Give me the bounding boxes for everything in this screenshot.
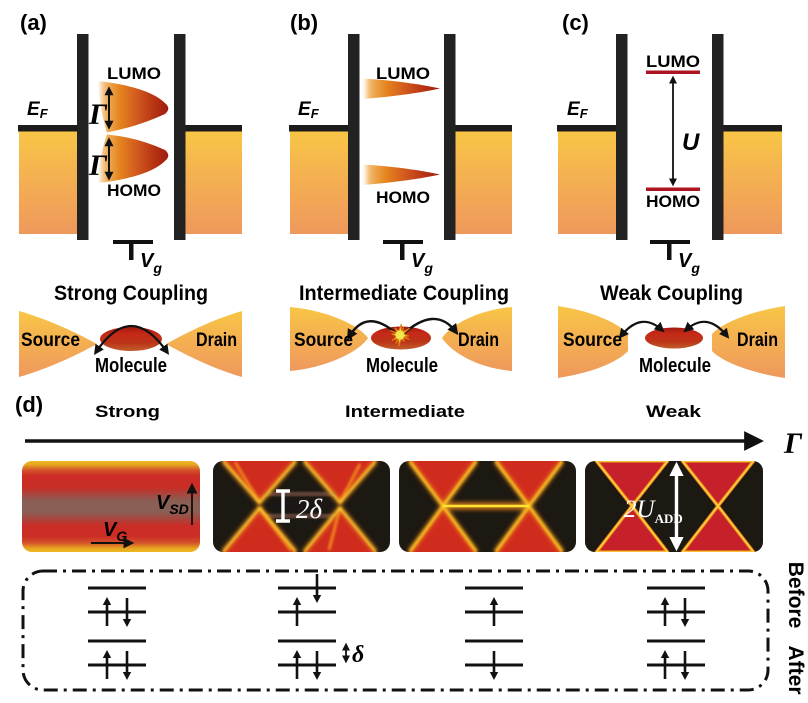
svg-text:EF: EF: [27, 99, 49, 121]
svg-text:Intermediate: Intermediate: [345, 402, 465, 421]
svg-text:HOMO: HOMO: [376, 188, 430, 207]
svg-text:Strong Coupling: Strong Coupling: [54, 282, 208, 305]
svg-text:Weak: Weak: [646, 402, 702, 421]
svg-text:Molecule: Molecule: [366, 355, 438, 377]
svg-text:(d): (d): [15, 392, 43, 417]
svg-text:HOMO: HOMO: [646, 192, 700, 211]
svg-text:Drain: Drain: [458, 330, 499, 351]
svg-text:EF: EF: [298, 99, 320, 121]
svg-text:δ: δ: [352, 642, 364, 668]
svg-text:Source: Source: [294, 330, 353, 351]
svg-text:Drain: Drain: [737, 330, 778, 351]
svg-text:Vg: Vg: [411, 250, 433, 276]
svg-text:HOMO: HOMO: [107, 181, 161, 200]
svg-text:Γ: Γ: [88, 98, 108, 131]
svg-text:Drain: Drain: [196, 330, 237, 351]
svg-text:(a): (a): [20, 10, 47, 35]
svg-text:LUMO: LUMO: [646, 52, 700, 71]
svg-text:2δ: 2δ: [296, 494, 323, 524]
svg-text:Γ: Γ: [783, 427, 803, 460]
svg-text:LUMO: LUMO: [107, 64, 161, 83]
svg-text:Source: Source: [21, 330, 80, 351]
svg-text:Weak Coupling: Weak Coupling: [600, 282, 743, 305]
svg-text:EF: EF: [567, 99, 589, 121]
svg-text:U: U: [682, 129, 700, 156]
svg-text:Strong: Strong: [95, 402, 160, 421]
svg-text:Γ: Γ: [88, 149, 108, 182]
svg-text:Vg: Vg: [678, 250, 700, 276]
svg-text:Molecule: Molecule: [95, 355, 167, 377]
svg-text:After: After: [784, 645, 807, 694]
svg-text:Intermediate Coupling: Intermediate Coupling: [299, 282, 509, 305]
svg-text:(c): (c): [562, 10, 589, 35]
svg-text:Before: Before: [784, 562, 807, 629]
svg-text:Molecule: Molecule: [639, 355, 711, 377]
svg-text:LUMO: LUMO: [376, 64, 430, 83]
svg-text:Vg: Vg: [140, 250, 162, 276]
svg-text:(b): (b): [290, 10, 318, 35]
svg-text:Source: Source: [563, 330, 622, 351]
